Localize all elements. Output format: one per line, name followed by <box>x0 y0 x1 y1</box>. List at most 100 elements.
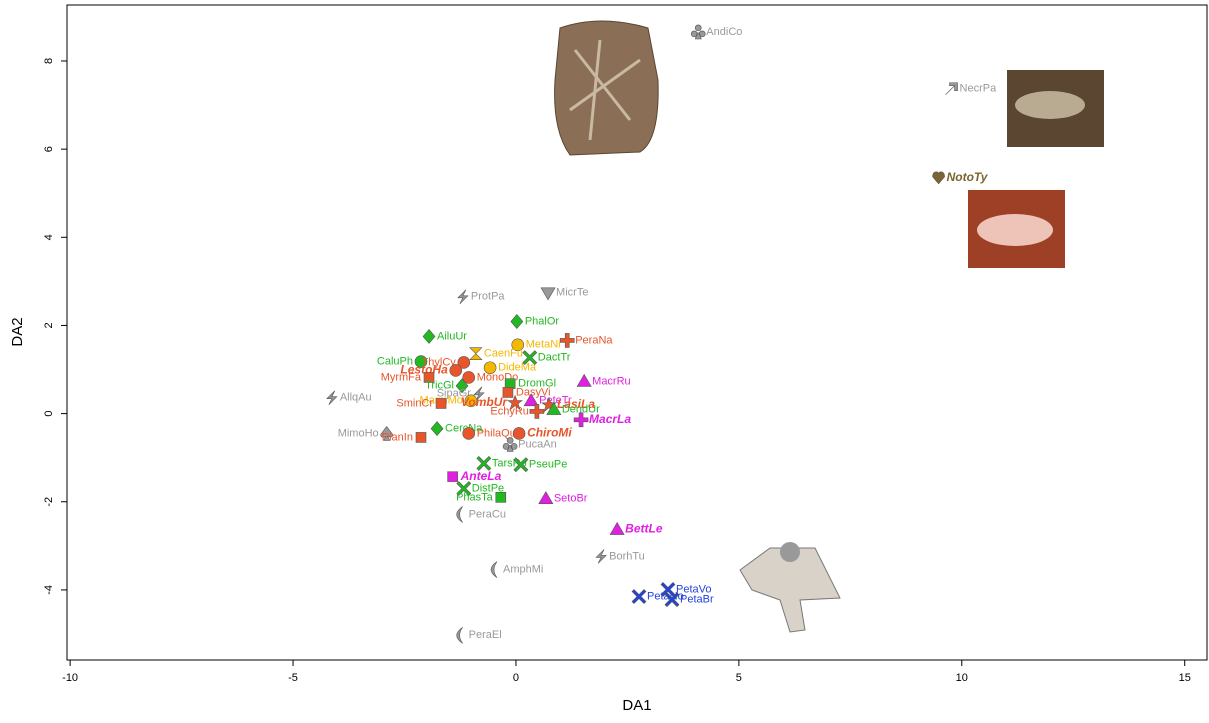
point <box>449 364 463 377</box>
y-tick-label: 8 <box>43 58 55 64</box>
point <box>483 361 497 375</box>
point-label: AnteLa <box>460 469 502 483</box>
point-label: PucaAn <box>518 438 557 450</box>
point-label: NecrPa <box>960 83 998 95</box>
point <box>435 398 447 409</box>
x-axis-title: DA1 <box>622 697 651 714</box>
point-label: ThylCy <box>422 356 457 368</box>
point <box>513 457 529 473</box>
point-label: PetaBr <box>680 594 714 606</box>
point <box>690 24 706 40</box>
point-label: EchyRu <box>490 405 529 417</box>
point-label: CaenFu <box>484 348 523 360</box>
point-label: NotoTy <box>947 170 989 184</box>
y-tick-label: 6 <box>43 146 55 152</box>
point <box>414 355 428 368</box>
point <box>457 289 469 305</box>
point <box>540 287 556 301</box>
y-axis-title: DA2 <box>9 317 26 346</box>
point-label: PlanIn <box>382 431 413 443</box>
point <box>504 378 516 389</box>
y-tick-label: -2 <box>43 497 55 507</box>
point-label: PetaNo <box>647 590 684 602</box>
point-label: PhasTa <box>456 491 494 503</box>
point-label: DendUr <box>562 404 600 416</box>
point <box>380 425 393 441</box>
point <box>430 421 444 437</box>
x-tick-label: -10 <box>62 672 78 684</box>
x-tick-label: 15 <box>1179 672 1191 684</box>
point <box>945 82 958 95</box>
point <box>932 171 945 185</box>
point-label: PhilaQu <box>477 427 516 439</box>
point-label: DideMa <box>498 362 537 374</box>
point <box>456 481 472 496</box>
point <box>423 372 435 383</box>
point <box>595 549 607 564</box>
point-label: PhalOr <box>525 315 560 327</box>
x-tick-label: 0 <box>513 672 519 684</box>
point <box>490 561 498 578</box>
y-tick-label: 0 <box>43 411 55 417</box>
point-label: LasiLa <box>557 397 595 411</box>
point-label: DromGl <box>518 378 556 390</box>
point-label: BettLe <box>625 522 663 536</box>
point-label: SminCr <box>396 397 433 409</box>
point-label: PetaVo <box>676 583 711 595</box>
point-label: ChiroMi <box>527 426 572 440</box>
point <box>538 491 554 504</box>
point <box>510 314 524 329</box>
point-label: DactTr <box>538 352 571 364</box>
point <box>523 393 539 407</box>
point <box>511 338 525 352</box>
point <box>422 329 436 344</box>
point <box>559 333 575 348</box>
x-tick-label: 10 <box>956 672 968 684</box>
point-label: MimoHo <box>338 427 379 439</box>
point <box>664 592 680 608</box>
point-label: SipaGr <box>437 388 472 400</box>
point <box>631 589 647 604</box>
point <box>447 471 458 482</box>
point <box>326 390 338 405</box>
point-label: CaluPh <box>377 355 413 367</box>
point <box>415 432 427 443</box>
point <box>456 627 463 644</box>
point <box>512 427 526 440</box>
point-label: AllqAu <box>340 392 372 404</box>
point-label: DistPe <box>472 482 504 494</box>
point-label: MyrmFa <box>381 371 422 383</box>
point-label: ProtPa <box>471 291 506 303</box>
point-label: MacrRu <box>592 375 631 387</box>
x-tick-label: -5 <box>288 672 298 684</box>
photo-glider <box>739 542 841 633</box>
point <box>464 394 478 408</box>
point <box>546 402 562 415</box>
point <box>573 412 589 428</box>
point <box>609 521 625 535</box>
point <box>529 404 545 419</box>
point <box>502 387 514 398</box>
point <box>455 378 469 394</box>
plot-frame <box>66 4 1208 661</box>
y-tick-label: -4 <box>43 585 55 595</box>
point-label: VombUr <box>461 395 509 409</box>
point-label: AndiCo <box>706 26 742 38</box>
point-label: LestoHa <box>400 363 448 377</box>
point <box>507 394 523 411</box>
point <box>469 347 483 360</box>
point <box>502 437 518 452</box>
point-label: DasyVi <box>516 386 551 398</box>
y-tick-label: 2 <box>43 322 55 328</box>
point-label: SetoBr <box>554 493 588 505</box>
point <box>576 373 592 387</box>
point-label: AmphMi <box>503 564 543 576</box>
photo-marsupial-mole <box>968 190 1065 268</box>
point-label: MicrTe <box>556 287 588 299</box>
point <box>495 492 507 503</box>
photo-fossil <box>554 20 659 156</box>
point <box>462 427 475 440</box>
point-label: AiluUr <box>437 330 467 342</box>
x-tick-label: 5 <box>736 672 742 684</box>
